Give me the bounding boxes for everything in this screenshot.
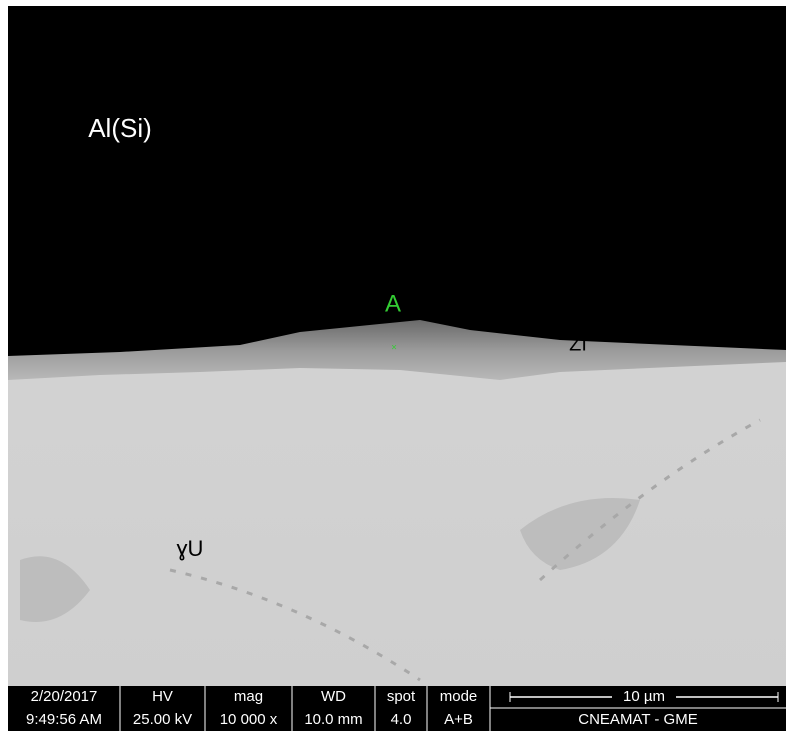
- lab-label: CNEAMAT - GME: [578, 711, 697, 728]
- marker: ×: [391, 343, 397, 354]
- databar-value: 10 000 x: [220, 711, 278, 728]
- databar-header: mode: [440, 688, 478, 705]
- databar: 10 µm CNEAMAT - GME 2/20/2017 9:49:56 AM H…: [8, 686, 786, 731]
- label: ZI: [569, 333, 587, 355]
- databar-header: 2/20/2017: [31, 688, 98, 705]
- databar-header: HV: [152, 688, 173, 705]
- databar-header: WD: [321, 688, 346, 705]
- sem-micrograph: × Al(Si) A ZI ɣU 10 µm CNEAMAT - GME 2/2…: [0, 0, 787, 731]
- label: A: [385, 290, 401, 317]
- label: ɣU: [177, 536, 204, 561]
- image: × Al(Si) A ZI ɣU: [8, 6, 786, 686]
- databar-value: A+B: [444, 711, 473, 728]
- databar-header: spot: [387, 688, 416, 705]
- label: Al(Si): [88, 113, 152, 143]
- databar-header: mag: [234, 688, 263, 705]
- scale-label: 10 µm: [623, 688, 665, 705]
- databar-value: 25.00 kV: [133, 711, 192, 728]
- databar-value: 9:49:56 AM: [26, 711, 102, 728]
- databar-value: 10.0 mm: [304, 711, 362, 728]
- databar-value: 4.0: [391, 711, 412, 728]
